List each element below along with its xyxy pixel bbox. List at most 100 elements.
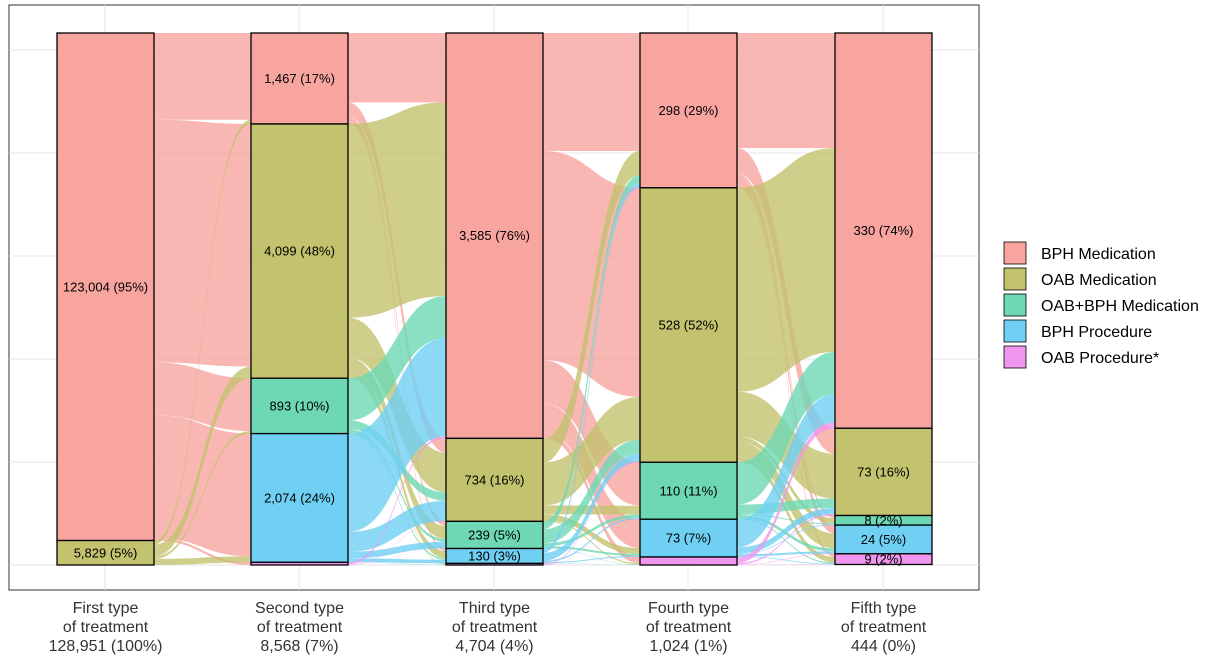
segment-label: 4,099 (48%) bbox=[264, 244, 335, 259]
x-axis-label: 8,568 (7%) bbox=[260, 638, 338, 655]
x-axis-label: Third type bbox=[459, 600, 530, 617]
stage-segment-oab-procedure- bbox=[834, 553, 933, 566]
legend-label: BPH Procedure bbox=[1041, 324, 1152, 341]
stage-segment-oab-medication bbox=[639, 187, 738, 463]
legend-swatch bbox=[1003, 319, 1027, 343]
flow-ribbon bbox=[543, 453, 640, 561]
flow-ribbon bbox=[543, 175, 640, 530]
segment-label: 239 (5%) bbox=[468, 527, 521, 542]
x-axis-label: Fifth type bbox=[851, 600, 917, 617]
x-axis-label: 444 (0%) bbox=[851, 638, 916, 655]
flow-ribbon bbox=[737, 564, 835, 565]
flow-ribbon bbox=[348, 121, 446, 552]
flow-ribbon bbox=[543, 514, 640, 547]
x-axis-label: of treatment bbox=[452, 619, 538, 636]
flow-ribbon bbox=[348, 33, 446, 103]
stage-segment-bph-medication bbox=[834, 32, 933, 429]
legend-label: OAB+BPH Medication bbox=[1041, 298, 1199, 315]
flow-ribbon bbox=[737, 351, 835, 505]
legend-label: OAB Medication bbox=[1041, 272, 1157, 289]
flow-ribbon bbox=[737, 556, 835, 565]
x-axis-label: of treatment bbox=[841, 619, 927, 636]
x-axis-label: of treatment bbox=[63, 619, 149, 636]
legend: BPH Medication OAB Medication OAB+BPH Medi… bbox=[1003, 241, 1199, 369]
x-axis-label: of treatment bbox=[257, 619, 343, 636]
stage-segment-bph-medication bbox=[56, 32, 155, 542]
segment-label: 1,467 (17%) bbox=[264, 71, 335, 86]
flow-ribbon bbox=[348, 102, 446, 318]
legend-swatch bbox=[1003, 345, 1027, 369]
segment-label: 24 (5%) bbox=[861, 532, 907, 547]
flow-ribbon bbox=[348, 561, 446, 565]
segment-label: 3,585 (76%) bbox=[459, 228, 530, 243]
legend-swatch bbox=[1003, 293, 1027, 317]
flow-ribbon bbox=[348, 429, 446, 542]
segment-label: 298 (29%) bbox=[659, 103, 719, 118]
flow-ribbon bbox=[348, 116, 446, 527]
flow-ribbon bbox=[543, 183, 640, 553]
legend-label: BPH Medication bbox=[1041, 246, 1156, 263]
stage-segment-bph-medication bbox=[250, 32, 349, 125]
flow-ribbon bbox=[154, 119, 251, 367]
flow-ribbons bbox=[154, 33, 835, 565]
flow-ribbon bbox=[543, 548, 640, 565]
flow-ribbon bbox=[348, 431, 446, 560]
segment-label: 2,074 (24%) bbox=[264, 490, 335, 505]
flow-ribbon bbox=[543, 517, 640, 563]
flow-ribbon bbox=[154, 431, 251, 559]
stage-segment-oab-medication bbox=[56, 539, 155, 566]
flow-ribbon bbox=[543, 150, 640, 463]
x-axis-labels: First type of treatment 128,951 (100%) Seco… bbox=[49, 600, 927, 655]
flow-ribbon bbox=[543, 187, 640, 564]
stage-segment-bph-medication bbox=[639, 32, 738, 189]
flow-ribbon bbox=[737, 422, 835, 563]
flow-ribbon bbox=[737, 33, 835, 149]
segment-label: 893 (10%) bbox=[270, 398, 330, 413]
stage-segment-oab-bph-medication bbox=[250, 377, 349, 435]
x-axis-label: Fourth type bbox=[648, 600, 729, 617]
flow-ribbon bbox=[543, 514, 640, 554]
flow-ribbon bbox=[154, 362, 251, 432]
stage-segment-bph-medication bbox=[445, 32, 544, 440]
flow-ribbon bbox=[737, 148, 835, 392]
segment-label: 330 (74%) bbox=[854, 223, 914, 238]
flow-ribbon bbox=[154, 537, 251, 565]
flow-ribbon bbox=[348, 563, 446, 565]
stage-segment-oab-procedure- bbox=[639, 556, 738, 566]
flow-ribbon bbox=[348, 558, 446, 564]
stage-bars bbox=[56, 32, 933, 566]
legend-swatch bbox=[1003, 267, 1027, 291]
segment-label: 130 (3%) bbox=[468, 548, 521, 563]
stage-segment-oab-procedure- bbox=[445, 562, 544, 566]
flow-ribbon bbox=[543, 396, 640, 506]
flow-ribbon bbox=[737, 524, 835, 565]
segment-label: 5,829 (5%) bbox=[74, 545, 138, 560]
flow-ribbon bbox=[348, 548, 446, 565]
segment-label: 73 (7%) bbox=[666, 531, 712, 546]
stage-segment-oab-procedure- bbox=[250, 561, 349, 566]
flow-ribbon bbox=[348, 338, 446, 532]
stage-segment-oab-medication bbox=[445, 437, 544, 523]
flow-ribbon bbox=[543, 563, 640, 565]
x-axis-label: 1,024 (1%) bbox=[649, 638, 727, 655]
flow-ribbon bbox=[348, 436, 446, 565]
flow-ribbon bbox=[348, 520, 446, 565]
flow-ribbon bbox=[348, 296, 446, 421]
flow-ribbon bbox=[737, 508, 835, 554]
flow-ribbon bbox=[543, 33, 640, 151]
flow-ribbon bbox=[737, 553, 835, 565]
segment-label: 528 (52%) bbox=[659, 318, 719, 333]
stage-segment-oab-bph-medication bbox=[445, 520, 544, 550]
segment-label: 123,004 (95%) bbox=[63, 279, 148, 294]
legend-swatch bbox=[1003, 241, 1027, 265]
flow-ribbon bbox=[154, 556, 251, 565]
flow-ribbon bbox=[543, 461, 640, 565]
segment-label: 9 (2%) bbox=[864, 552, 902, 567]
flow-ribbon bbox=[543, 555, 640, 564]
flow-ribbon bbox=[348, 500, 446, 552]
segment-label: 110 (11%) bbox=[659, 483, 717, 498]
flow-ribbon bbox=[737, 394, 835, 548]
flow-ribbon bbox=[154, 33, 251, 120]
stage-segment-bph-procedure bbox=[639, 518, 738, 558]
